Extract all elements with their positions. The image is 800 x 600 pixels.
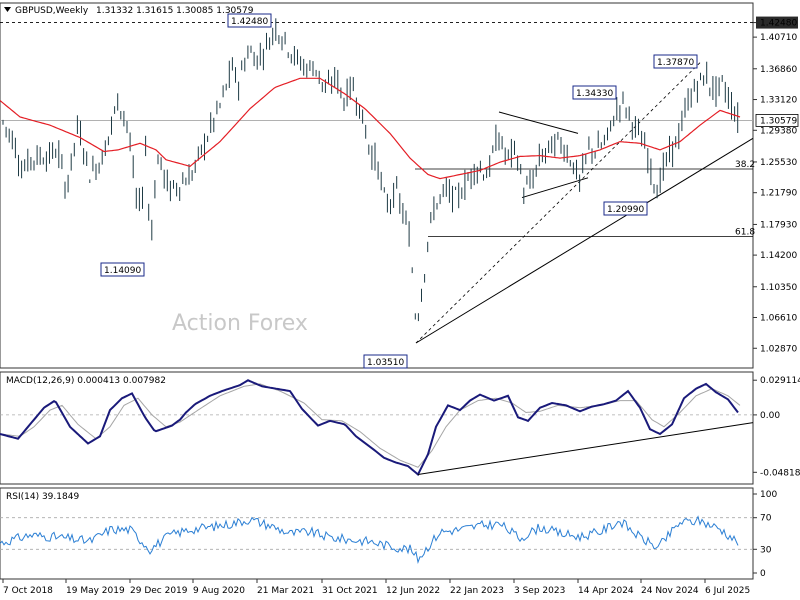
price-callout-box	[603, 201, 648, 216]
rsi-group	[0, 515, 753, 565]
price-axis: 1.42480 1.40710 1.36860 1.33120 1.29380 1.255…	[753, 16, 799, 354]
macd-axis: 0.029114 0.00 -0.048189	[753, 376, 800, 478]
candles-group	[2, 18, 739, 322]
x-tick-label: 19 May 2019	[66, 586, 125, 596]
price-callouts: 1.42480 1.14090 1.03510 1.34330 1.37870 1.209…	[100, 13, 698, 369]
price-tick-label: 1.25530	[760, 158, 797, 168]
x-tick-label: 24 Nov 2024	[641, 586, 699, 596]
macd-panel-frame	[0, 371, 754, 485]
rsi-title: RSI(14) 39.1849	[6, 492, 79, 502]
rsi-tick-label: 70	[760, 514, 772, 524]
price-tick-label: 1.21790	[760, 189, 797, 199]
x-tick-label: 31 Oct 2021	[322, 586, 378, 596]
x-tick-label: 12 Jun 2022	[386, 586, 440, 596]
macd-trendline	[417, 422, 754, 475]
current-price-label: 1.30579	[760, 116, 797, 126]
price-tick-label: 1.36860	[760, 65, 797, 75]
price-tick-label: 1.14200	[760, 251, 797, 261]
rsi-panel-frame	[0, 487, 754, 580]
macd-tick-label: -0.048189	[760, 468, 800, 478]
price-callout-text: 1.03510	[367, 358, 404, 368]
fib-label: 61.8	[735, 228, 755, 238]
price-callout-box	[363, 354, 408, 369]
price-tick-label: 1.42480	[760, 19, 797, 29]
x-tick-label: 6 Jul 2025	[705, 586, 750, 596]
x-axis: 7 Oct 2018 19 May 2019 29 Dec 2019 9 Aug 20…	[2, 579, 750, 596]
rising-trendline	[415, 137, 754, 344]
x-tick-label: 3 Sep 2023	[514, 586, 565, 596]
dashed-channel-line	[415, 62, 701, 344]
x-tick-label: 22 Jan 2023	[450, 586, 504, 596]
rsi-tick-label: 30	[760, 545, 772, 555]
macd-line	[0, 379, 739, 477]
x-tick-label: 21 Mar 2021	[257, 586, 314, 596]
price-callout-box	[572, 85, 617, 100]
price-callout-text: 1.34330	[576, 89, 613, 99]
price-tick-label: 1.17930	[760, 220, 797, 230]
x-tick-label: 14 Apr 2024	[578, 586, 634, 596]
price-callout-text: 1.14090	[104, 266, 141, 276]
rsi-tick-label: 0	[760, 569, 766, 579]
high-price-marker	[756, 16, 798, 29]
ohlc-label: 1.31332 1.31615 1.30085 1.30579	[96, 6, 254, 16]
price-tick-label: 1.33120	[760, 96, 797, 106]
x-tick-label: 29 Dec 2019	[130, 586, 188, 596]
triangle-upper-line	[498, 111, 579, 134]
x-tick-label: 7 Oct 2018	[3, 586, 53, 596]
price-callout-box	[100, 262, 145, 277]
moving-average-line	[0, 77, 741, 180]
price-callout-box	[653, 54, 698, 69]
collapse-triangle-icon[interactable]	[4, 7, 11, 12]
moving-average-group	[0, 77, 741, 180]
price-callout-text: 1.42480	[231, 17, 268, 27]
x-tick-label: 9 Aug 2020	[193, 586, 245, 596]
watermark-text: Action Forex	[172, 311, 308, 336]
price-tick-label: 1.40710	[760, 33, 797, 43]
trendlines	[415, 62, 754, 344]
price-tick-label: 1.29380	[760, 126, 797, 136]
macd-tick-label: 0.00	[760, 411, 780, 421]
price-callout-box	[227, 13, 272, 28]
symbol-label: GBPUSD,Weekly	[15, 6, 89, 16]
rsi-axis: 100 70 30 0	[753, 490, 777, 579]
rsi-line	[0, 515, 739, 565]
price-callout-text: 1.37870	[657, 58, 694, 68]
macd-tick-label: 0.029114	[760, 376, 800, 386]
macd-group	[0, 379, 754, 477]
macd-title: MACD(12,26,9) 0.000413 0.007982	[6, 376, 166, 386]
macd-signal-line	[0, 383, 741, 468]
price-callout-text: 1.20990	[607, 205, 644, 215]
triangle-lower-line	[521, 177, 589, 199]
current-price-marker	[755, 114, 799, 127]
price-tick-label: 1.06610	[760, 314, 797, 324]
rsi-tick-label: 100	[760, 490, 777, 500]
price-tick-label: 1.02870	[760, 344, 797, 354]
fib-label: 38.2	[735, 160, 755, 170]
price-tick-label: 1.10350	[760, 283, 797, 293]
